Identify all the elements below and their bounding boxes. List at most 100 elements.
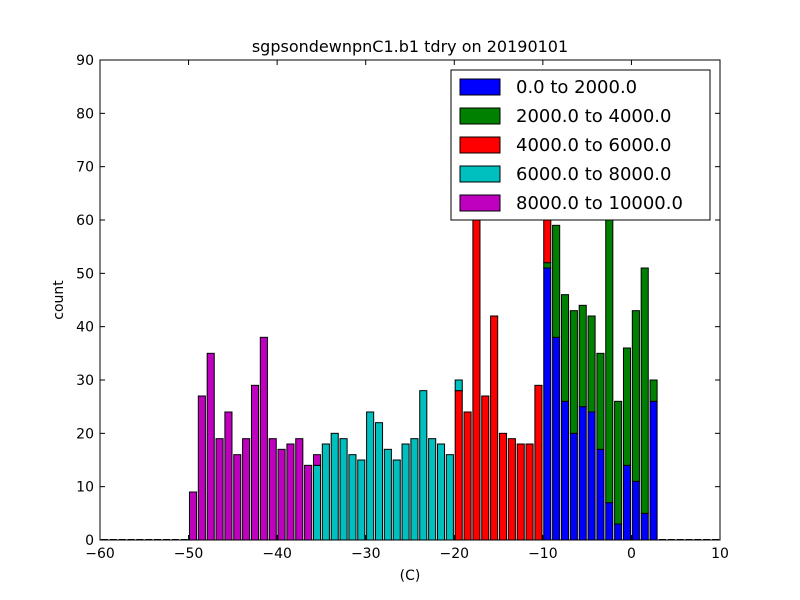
- axis-tick-labels: −60 −50 −40 −30 −20 −10 0 10 0 10 20 30 40 50 60 70 80 90: [76, 53, 729, 562]
- bar-series3: [445, 454, 454, 541]
- legend-label: 2000.0 to 4000.0: [516, 106, 671, 127]
- bar-series4: [233, 454, 242, 541]
- x-tick-label: −30: [351, 546, 381, 562]
- y-tick-label: 30: [76, 373, 94, 389]
- bar-series1: [614, 400, 623, 525]
- bar-series3: [436, 443, 446, 541]
- y-tick-label: 60: [76, 213, 94, 229]
- bar-series1: [552, 224, 561, 338]
- bar-series2: [507, 438, 516, 541]
- bar-series4: [188, 491, 198, 541]
- bar-series3: [321, 443, 330, 541]
- y-tick-label: 50: [76, 266, 94, 282]
- bar-series1: [543, 262, 552, 269]
- y-tick-label: 20: [76, 426, 94, 442]
- bar-series4: [197, 395, 206, 541]
- chart-title: sgpsondewnpnC1.b1 tdry on 20190101: [252, 37, 568, 56]
- bar-series4: [206, 352, 215, 541]
- bar-series3: [374, 422, 384, 541]
- y-tick-label: 40: [76, 320, 94, 336]
- bar-series2: [498, 432, 508, 541]
- legend: 0.0 to 2000.0 2000.0 to 4000.0 4000.0 to 6…: [450, 69, 711, 221]
- bar-series3: [419, 390, 428, 541]
- bar-series1: [569, 310, 578, 434]
- legend-swatch: [459, 136, 501, 154]
- bar-series0: [622, 464, 632, 541]
- bar-series4: [224, 411, 233, 541]
- bar-series2: [454, 390, 463, 541]
- y-tick-label: 0: [85, 533, 94, 549]
- legend-label: 8000.0 to 10000.0: [516, 193, 683, 214]
- y-tick-label: 80: [76, 106, 94, 122]
- bar-series2: [525, 443, 534, 541]
- bar-series1: [640, 267, 649, 514]
- x-tick-label: −60: [85, 546, 115, 562]
- y-tick-label: 90: [76, 53, 94, 69]
- bar-series4: [304, 464, 313, 541]
- bar-series3: [383, 448, 392, 541]
- bar-series0: [578, 406, 587, 541]
- bar-series3: [366, 411, 375, 541]
- plot-frame: [99, 59, 721, 541]
- y-tick-label: 10: [76, 480, 94, 496]
- bar-series2: [472, 219, 481, 541]
- y-tick-label: 70: [76, 160, 94, 176]
- bar-series0: [614, 523, 623, 541]
- bar-series0: [587, 411, 596, 541]
- bar-series4: [312, 454, 322, 466]
- bar-series2: [516, 443, 525, 541]
- bar-series3: [330, 432, 339, 541]
- bar-series3: [357, 459, 366, 541]
- bar-series4: [277, 448, 286, 541]
- legend-label: 6000.0 to 8000.0: [516, 164, 671, 185]
- bar-series0: [560, 400, 570, 541]
- bar-series0: [631, 480, 640, 541]
- bar-series1: [560, 294, 570, 402]
- x-axis-label: (C): [400, 568, 421, 584]
- bar-series0: [596, 448, 605, 541]
- bar-series4: [242, 438, 251, 541]
- bar-series4: [286, 443, 295, 541]
- bar-series3: [339, 438, 348, 541]
- bar-series3: [348, 454, 357, 541]
- bar-series3: [410, 438, 419, 541]
- x-tick-label: 0: [627, 546, 636, 562]
- bar-series3: [428, 438, 437, 541]
- y-axis-label: count: [51, 280, 67, 320]
- legend-label: 4000.0 to 6000.0: [516, 135, 671, 156]
- legend-swatch: [459, 107, 501, 125]
- legend-swatch: [459, 78, 501, 96]
- bar-series4: [295, 438, 304, 541]
- bar-series1: [631, 310, 640, 482]
- bar-series2: [490, 315, 499, 541]
- bar-series0: [569, 432, 578, 541]
- bar-series1: [587, 315, 596, 413]
- bar-series2: [481, 395, 490, 541]
- bar-series0: [640, 512, 649, 541]
- legend-items: 0.0 to 2000.0 2000.0 to 4000.0 4000.0 to 6…: [459, 77, 683, 214]
- bar-series0: [552, 336, 561, 541]
- bar-series2: [463, 411, 472, 541]
- bar-series0: [543, 267, 552, 541]
- x-tick-label: −40: [262, 546, 292, 562]
- x-tick-label: −20: [440, 546, 470, 562]
- bar-series1: [649, 379, 658, 402]
- bar-series3: [312, 464, 322, 541]
- bar-series4: [215, 438, 224, 541]
- bar-series3: [392, 459, 401, 541]
- bar-series1: [578, 304, 587, 408]
- legend-swatch: [459, 194, 501, 212]
- bar-series0: [605, 502, 614, 541]
- legend-label: 0.0 to 2000.0: [516, 77, 637, 98]
- bar-series4: [250, 384, 260, 541]
- x-tick-label: 10: [711, 546, 729, 562]
- bar-series4: [259, 336, 268, 541]
- bar-series1: [605, 214, 614, 504]
- legend-swatch: [459, 165, 501, 183]
- bar-series3: [454, 379, 463, 392]
- bar-series3: [401, 443, 410, 541]
- axis-ticks: [99, 59, 721, 541]
- bar-series4: [268, 438, 277, 541]
- x-tick-label: −50: [174, 546, 204, 562]
